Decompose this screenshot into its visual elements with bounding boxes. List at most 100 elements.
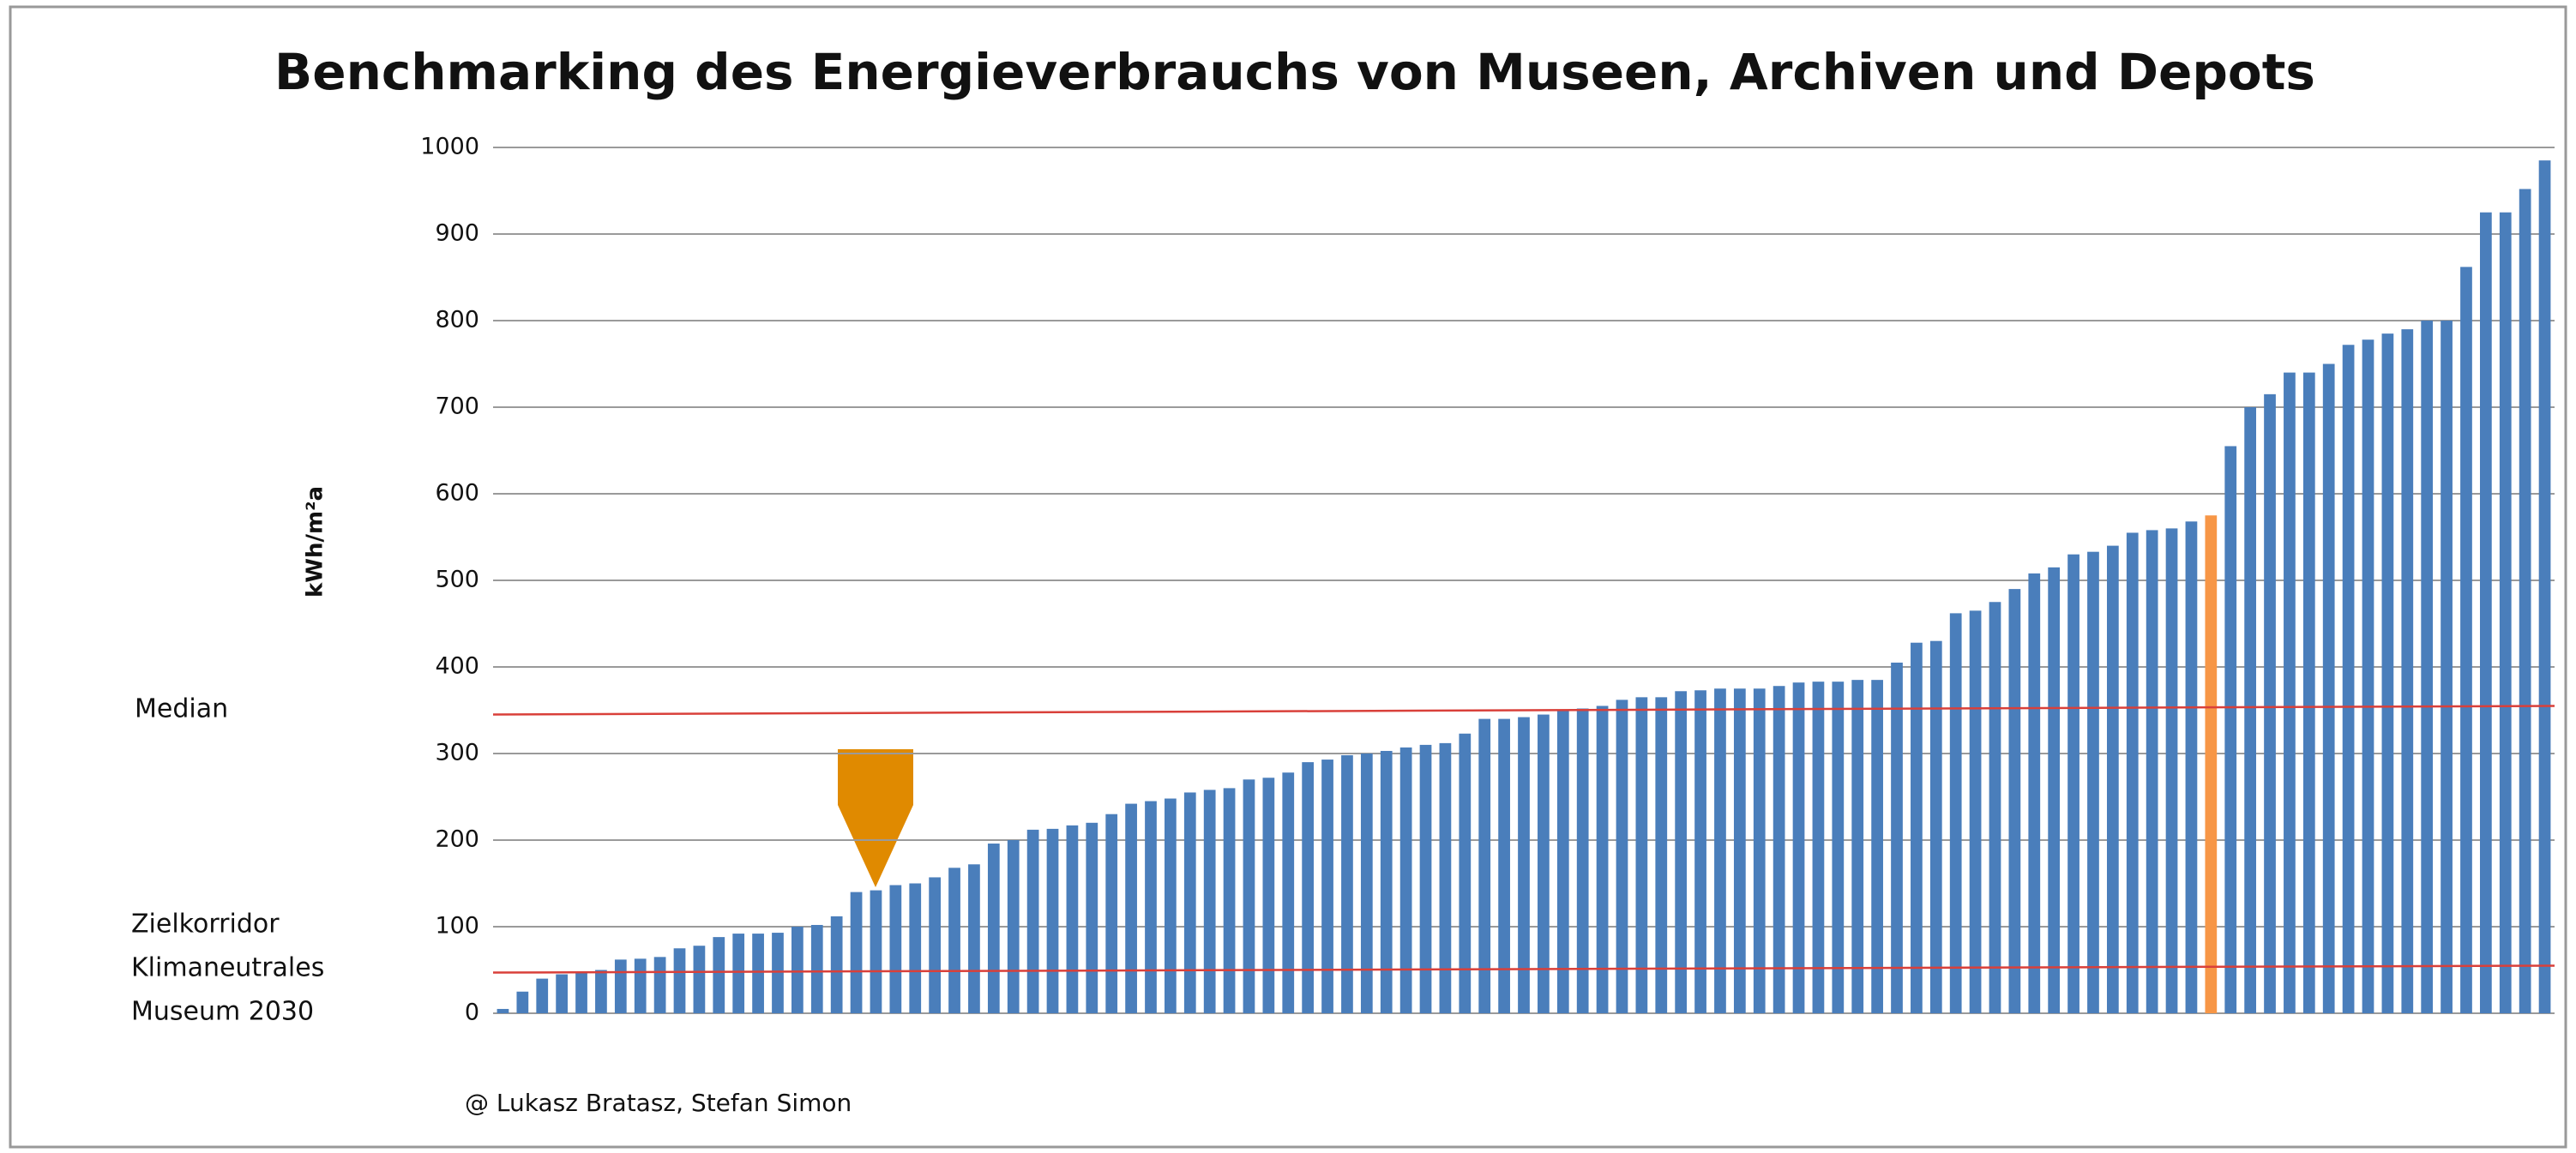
bar (2342, 345, 2355, 1013)
bar (1203, 790, 1216, 1013)
bar (1341, 755, 1353, 1013)
bar (2460, 267, 2472, 1013)
bar (1929, 640, 1942, 1013)
bar (752, 934, 764, 1013)
bar (2185, 521, 2198, 1013)
bar (673, 948, 686, 1013)
bar (772, 933, 784, 1013)
bar (968, 864, 980, 1013)
bar (1321, 760, 1333, 1013)
bar (830, 916, 843, 1013)
bar (2421, 321, 2434, 1013)
bar (2106, 545, 2119, 1013)
bar (1753, 688, 1766, 1013)
y-tick-label: 600 (435, 480, 479, 507)
bar (2302, 372, 2315, 1014)
bar (1596, 706, 1609, 1013)
y-tick-label: 200 (435, 826, 479, 853)
y-tick-label: 0 (465, 1000, 479, 1026)
bar (791, 927, 803, 1013)
bar (732, 934, 745, 1013)
y-tick-label: 900 (435, 220, 479, 247)
y-tick-label: 300 (435, 740, 479, 766)
bar (2479, 212, 2492, 1013)
bar (2048, 567, 2061, 1013)
bar (713, 937, 725, 1013)
bar (1989, 602, 2001, 1013)
bar (595, 970, 607, 1013)
bar (1360, 754, 1373, 1013)
bar (1635, 697, 1648, 1013)
bar (1792, 682, 1805, 1013)
reference-line (492, 964, 2555, 974)
bar (1165, 798, 1177, 1013)
bar (1911, 642, 1923, 1013)
bar (1812, 682, 1825, 1013)
reference-label: Klimaneutrales (131, 953, 324, 983)
bar (2381, 333, 2394, 1013)
bar (2205, 515, 2218, 1013)
bar (2499, 212, 2512, 1013)
bar (1655, 697, 1668, 1013)
bar (1459, 733, 1472, 1013)
bar (1262, 778, 1275, 1013)
bar (1478, 718, 1491, 1013)
bar (1419, 744, 1432, 1013)
bar (536, 978, 549, 1013)
bar (1380, 750, 1393, 1013)
bar (1949, 613, 1962, 1013)
bar (1773, 686, 1785, 1013)
bar (1832, 682, 1845, 1013)
bar (2146, 530, 2158, 1013)
bar (1616, 700, 1628, 1013)
bar (1714, 688, 1726, 1013)
y-axis-label: kWh/m²a (303, 486, 328, 598)
bar (1046, 828, 1059, 1013)
bar (614, 959, 627, 1013)
y-tick-label: 100 (435, 913, 479, 940)
bar (2322, 363, 2335, 1013)
bar (2028, 573, 2041, 1013)
reference-label: Museum 2030 (131, 997, 314, 1027)
bar (1871, 680, 1883, 1013)
bar (2284, 372, 2296, 1014)
bar (1891, 662, 1903, 1013)
bar (1399, 747, 1412, 1013)
bar (1694, 690, 1706, 1013)
bar (850, 892, 863, 1013)
bar (2067, 554, 2079, 1013)
bar (1439, 742, 1452, 1013)
arrow (838, 749, 913, 887)
bar (2362, 339, 2374, 1014)
reference-label: Zielkorridor (131, 910, 280, 940)
bar (2519, 189, 2531, 1014)
bar (1675, 691, 1688, 1013)
bar (634, 958, 647, 1013)
bar (2264, 393, 2276, 1014)
reference-label: Median (135, 694, 228, 724)
bar (1851, 680, 1864, 1013)
bar (497, 1008, 509, 1013)
bar (2244, 407, 2256, 1013)
bar (1066, 825, 1079, 1013)
bar (987, 844, 1000, 1013)
y-tick-label: 1000 (420, 134, 479, 160)
credit: @ Lukasz Bratasz, Stefan Simon (465, 1089, 852, 1117)
bar (1556, 710, 1569, 1013)
bar (2401, 329, 2414, 1014)
bar (2224, 446, 2237, 1013)
bar (693, 946, 706, 1013)
bar (1302, 762, 1315, 1013)
bar (1125, 803, 1137, 1013)
bar (575, 972, 587, 1013)
bar (556, 974, 569, 1013)
bar (1518, 717, 1530, 1013)
bar (948, 868, 960, 1013)
bar (1733, 688, 1746, 1013)
bar (1538, 714, 1550, 1013)
bar (870, 890, 882, 1013)
bar (889, 885, 902, 1013)
bar (1183, 792, 1196, 1013)
y-tick-label: 400 (435, 653, 479, 680)
